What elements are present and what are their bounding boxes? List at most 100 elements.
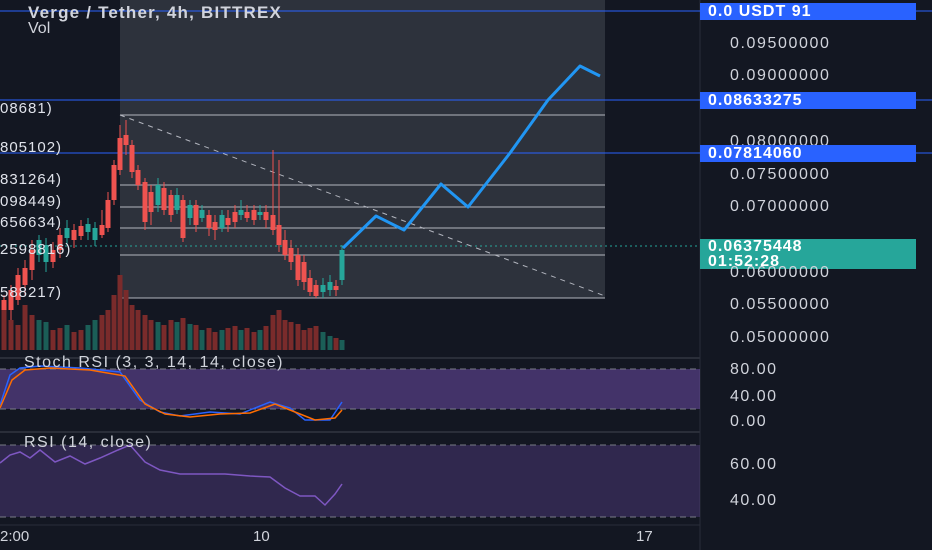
candle-body	[174, 195, 180, 210]
price-axis-label: 0.07000000	[730, 198, 831, 215]
current-price-value: 0.06375448	[708, 238, 803, 255]
candle-body	[180, 200, 186, 238]
volume-bar	[301, 330, 307, 350]
symbol-title[interactable]: Verge / Tether, 4h, BITTREX	[28, 3, 283, 22]
stoch-rsi-title[interactable]: Stoch RSI (3, 3, 14, 14, close)	[24, 354, 284, 371]
candle-body	[71, 230, 77, 240]
volume-bar	[257, 330, 263, 350]
rsi-axis-label: 40.00	[730, 492, 778, 509]
stoch-axis-label: 0.00	[730, 413, 768, 430]
price-axis-label: 0.05500000	[730, 296, 831, 313]
fib-level-label: 805102)	[0, 139, 63, 156]
volume-bars	[1, 275, 345, 350]
candle-body	[57, 235, 63, 250]
candle-body	[129, 145, 135, 172]
volume-bar	[129, 305, 135, 350]
candle-body	[193, 205, 199, 225]
candle-body	[64, 228, 70, 238]
volume-bar	[307, 328, 313, 350]
volume-bar	[111, 295, 117, 350]
candle-body	[123, 135, 129, 145]
candle-body	[251, 210, 257, 220]
candle-body	[43, 245, 49, 262]
candle-body	[148, 192, 154, 212]
candle-body	[168, 195, 174, 215]
volume-bar	[333, 338, 339, 350]
candle-body	[320, 285, 326, 292]
volume-bar	[187, 324, 193, 350]
candle-body	[15, 275, 21, 300]
candle-body	[92, 228, 98, 240]
volume-label[interactable]: Vol	[28, 20, 51, 37]
time-axis-label: 17	[636, 528, 653, 545]
volume-bar	[295, 324, 301, 350]
candle-body	[85, 224, 91, 232]
fib-level-label: 098449)	[0, 193, 63, 210]
trend-line[interactable]	[119, 114, 606, 297]
candle-body	[295, 255, 301, 280]
volume-bar	[232, 326, 238, 350]
volume-bar	[288, 322, 294, 350]
volume-bar	[270, 315, 276, 350]
volume-bar	[117, 275, 123, 350]
candle-body	[238, 210, 244, 215]
volume-bar	[168, 320, 174, 350]
volume-bar	[142, 315, 148, 350]
rsi-band	[0, 445, 700, 517]
rsi-title[interactable]: RSI (14, close)	[24, 434, 153, 451]
candle-body	[142, 182, 148, 222]
candle-body	[111, 165, 117, 200]
candle-body	[288, 248, 294, 262]
current-price-badge[interactable]: 0.06375448 01:52:28	[700, 238, 916, 270]
candle-body	[270, 215, 276, 230]
volume-bar	[64, 325, 70, 350]
candle-body	[282, 240, 288, 255]
volume-bar	[8, 320, 14, 350]
candlesticks	[1, 120, 345, 335]
candle-body	[301, 262, 307, 282]
candle-body	[327, 282, 333, 290]
price-axis-label: 0.06000000	[730, 264, 831, 281]
time-axis-label: 10	[253, 528, 270, 545]
candle-body	[22, 268, 28, 285]
candle-body	[232, 212, 238, 222]
projection-path[interactable]	[341, 64, 601, 250]
volume-bar	[263, 326, 269, 350]
price-badge-level-1[interactable]: 0.08633275	[700, 92, 916, 109]
volume-bar	[199, 330, 205, 350]
candle-body	[263, 212, 269, 220]
candle-body	[333, 286, 339, 290]
stoch-d-line	[0, 367, 343, 421]
volume-bar	[276, 310, 282, 350]
candle-body	[307, 278, 313, 292]
volume-bar	[29, 315, 35, 350]
stoch-rsi-band	[0, 369, 700, 409]
volume-bar	[148, 320, 154, 350]
volume-bar	[15, 325, 21, 350]
candle-body	[212, 222, 218, 230]
price-badge-top[interactable]: 0.0 USDT 91	[700, 3, 916, 20]
volume-bar	[135, 310, 141, 350]
price-axis-label: 0.09500000	[730, 35, 831, 52]
volume-bar	[251, 332, 257, 350]
candle-body	[135, 170, 141, 185]
price-badge-level-2[interactable]: 0.07814060	[700, 145, 916, 162]
volume-bar	[36, 320, 42, 350]
volume-bar	[244, 328, 250, 350]
candle-body	[105, 200, 111, 228]
volume-bar	[85, 325, 91, 350]
candle-body	[8, 290, 14, 310]
fib-retracement-box[interactable]	[120, 0, 605, 298]
candle-body	[244, 212, 250, 218]
stoch-axis-label: 40.00	[730, 388, 778, 405]
candle-body	[155, 185, 161, 205]
volume-bar	[92, 320, 98, 350]
volume-bar	[212, 332, 218, 350]
rsi-axis-label: 60.00	[730, 456, 778, 473]
fib-level-label: 656634)	[0, 214, 63, 231]
volume-bar	[50, 330, 56, 350]
volume-bar	[219, 330, 225, 350]
candle-body	[78, 226, 84, 236]
price-axis-label: 0.05000000	[730, 329, 831, 346]
